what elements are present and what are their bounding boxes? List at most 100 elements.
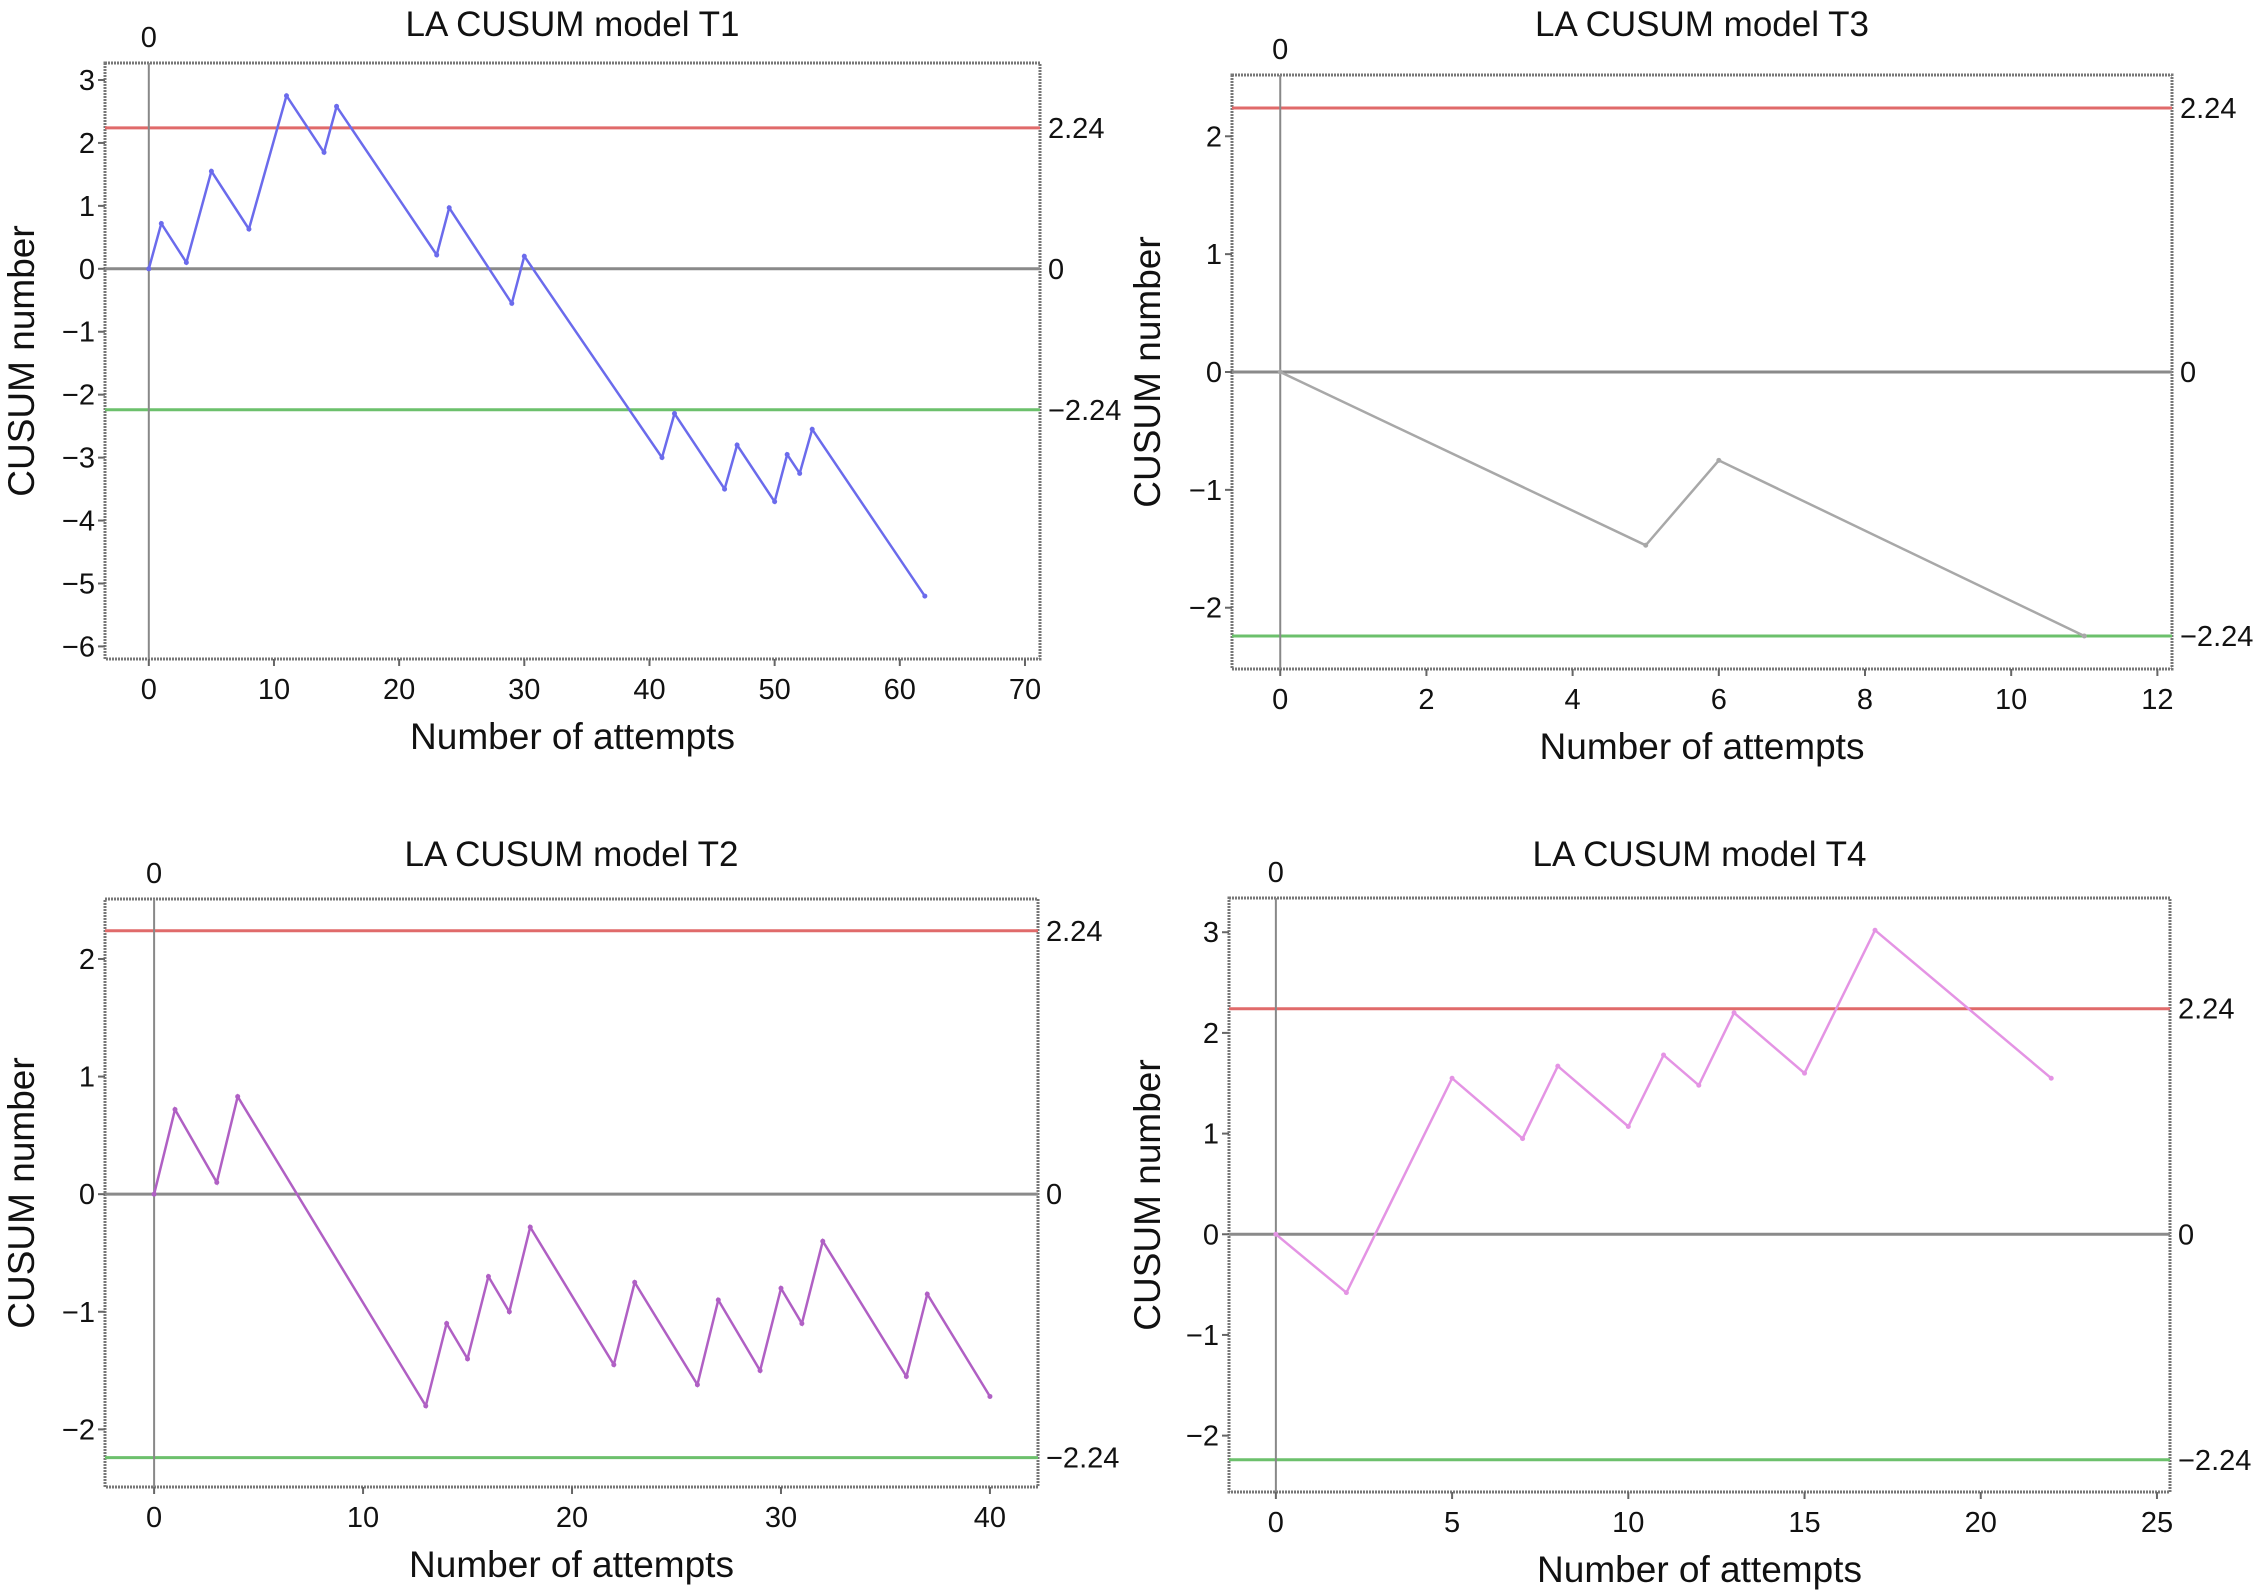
cusum-data-point — [334, 103, 340, 109]
cusum-data-point — [757, 1368, 763, 1374]
cusum-data-point — [521, 253, 527, 259]
x-tick-label: 25 — [2141, 1507, 2173, 1539]
cusum-data-point — [672, 411, 678, 417]
y-tick-label: 0 — [79, 254, 95, 286]
y-tick-label: −2 — [1186, 1421, 1219, 1453]
cusum-data-point — [903, 1373, 909, 1379]
cusum-data-point — [632, 1279, 638, 1285]
top-zero-label: 0 — [141, 22, 157, 54]
cusum-data-point — [446, 205, 452, 211]
cusum-data-point — [172, 1107, 178, 1113]
y-tick-label: −2 — [1189, 593, 1222, 625]
cusum-data-point — [784, 451, 790, 457]
chart-title: LA CUSUM model T4 — [1533, 835, 1867, 874]
cusum-data-point — [1696, 1082, 1702, 1088]
cusum-data-point — [146, 266, 152, 272]
cusum-data-point — [1343, 1290, 1349, 1296]
cusum-data-point — [208, 168, 214, 174]
cusum-data-point — [485, 1273, 491, 1279]
reference-line-label: −2.24 — [1048, 395, 1121, 427]
y-tick-label: −1 — [1189, 475, 1222, 507]
x-axis-label: Number of attempts — [1540, 726, 1865, 767]
cusum-data-point — [1273, 1231, 1279, 1237]
cusum-data-point — [283, 93, 289, 99]
cusum-data-point — [1802, 1070, 1808, 1076]
cusum-data-point — [715, 1297, 721, 1303]
x-tick-label: 0 — [1268, 1507, 1284, 1539]
y-tick-label: 3 — [1203, 917, 1219, 949]
plot-frame — [103, 61, 1042, 661]
reference-line-label: −2.24 — [2180, 621, 2253, 653]
x-tick-label: 10 — [258, 674, 290, 706]
x-tick-label: 30 — [765, 1502, 797, 1534]
x-tick-label: 4 — [1565, 684, 1581, 716]
x-tick-label: 12 — [2141, 684, 2173, 716]
y-axis-label: CUSUM number — [1, 1057, 42, 1328]
cusum-data-point — [694, 1382, 700, 1388]
y-tick-label: 1 — [1206, 239, 1222, 271]
cusum-data-point — [246, 226, 252, 232]
y-axis-label: CUSUM number — [1127, 1059, 1168, 1330]
cusum-data-point — [772, 499, 778, 505]
reference-line-label: 2.24 — [2178, 994, 2234, 1026]
x-tick-label: 30 — [508, 674, 540, 706]
cusum-data-point — [611, 1362, 617, 1368]
y-tick-label: −1 — [62, 1297, 95, 1329]
y-tick-label: 2 — [79, 944, 95, 976]
cusum-data-point — [151, 1191, 157, 1197]
reference-line-label: −2.24 — [1046, 1443, 1119, 1475]
y-tick-label: 2 — [1203, 1018, 1219, 1050]
cusum-series-line — [152, 1093, 991, 1410]
x-tick-label: 0 — [141, 674, 157, 706]
cusum-data-point — [778, 1285, 784, 1291]
cusum-data-point — [423, 1403, 429, 1409]
x-tick-label: 40 — [633, 674, 665, 706]
reference-line-label: 0 — [2180, 357, 2196, 389]
y-tick-label: −3 — [62, 443, 95, 475]
cusum-data-point — [987, 1393, 993, 1399]
cusum-data-point — [1731, 1010, 1737, 1016]
cusum-data-point — [509, 300, 515, 306]
cusum-data-point — [1643, 542, 1649, 548]
cusum-data-point — [2048, 1075, 2054, 1081]
chart-title: LA CUSUM model T3 — [1535, 5, 1869, 44]
cusum-data-point — [1716, 457, 1722, 463]
cusum-data-point — [922, 593, 928, 599]
cusum-data-point — [1277, 369, 1283, 375]
top-zero-label: 0 — [146, 858, 162, 890]
reference-line-label: 0 — [1046, 1179, 1062, 1211]
cusum-data-point — [214, 1179, 220, 1185]
cusum-data-point — [434, 252, 440, 258]
top-zero-label: 0 — [1268, 857, 1284, 889]
cusum-data-point — [183, 260, 189, 266]
cusum-data-point — [235, 1094, 241, 1100]
chart-title: LA CUSUM model T2 — [405, 835, 739, 874]
x-tick-label: 0 — [1272, 684, 1288, 716]
cusum-series-line — [1275, 928, 2053, 1295]
y-tick-label: 0 — [1203, 1219, 1219, 1251]
reference-line-label: 0 — [1048, 254, 1064, 286]
cusum-data-point — [659, 455, 665, 461]
y-tick-label: 1 — [1203, 1119, 1219, 1151]
x-axis-label: Number of attempts — [410, 716, 735, 757]
plot-frame — [1227, 896, 2172, 1494]
reference-line-label: 2.24 — [1046, 916, 1102, 948]
y-tick-label: 1 — [79, 1062, 95, 1094]
cusum-data-point — [797, 470, 803, 476]
cusum-data-point — [444, 1321, 450, 1327]
cusum-data-point — [1520, 1136, 1526, 1142]
x-tick-label: 40 — [974, 1502, 1006, 1534]
cusum-data-point — [527, 1224, 533, 1230]
y-tick-label: 2 — [1206, 121, 1222, 153]
cusum-series-line — [147, 92, 926, 597]
cusum-data-point — [1661, 1052, 1667, 1058]
reference-line-label: −2.24 — [2178, 1445, 2251, 1477]
x-tick-label: 0 — [146, 1502, 162, 1534]
y-tick-label: −4 — [62, 506, 95, 538]
y-tick-label: −2 — [62, 1414, 95, 1446]
y-tick-label: −6 — [62, 631, 95, 663]
